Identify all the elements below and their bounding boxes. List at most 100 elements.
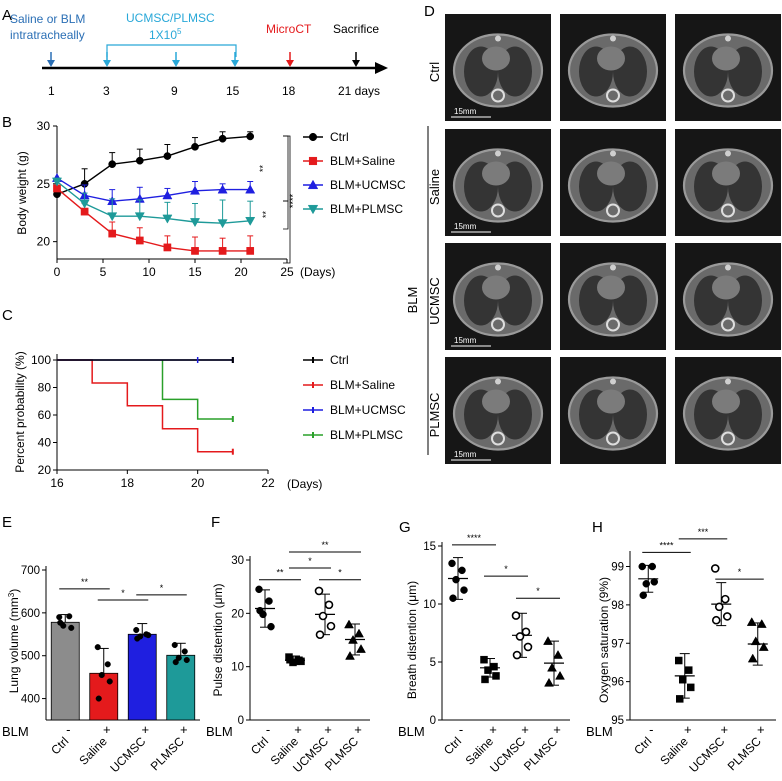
data-point-PLMSC [747, 653, 758, 663]
dose-base: 1X10 [149, 28, 177, 42]
data-point-PLMSC [175, 654, 182, 661]
sig-label: ** [276, 568, 284, 578]
data-point-Saline [685, 666, 693, 674]
legend-label: BLM+PLMSC [330, 202, 403, 216]
data-point-UCMSC [714, 602, 724, 612]
scale-bar-label: 15mm [454, 222, 477, 231]
y-tick-label: 96 [611, 677, 624, 689]
x-tick-label: 20 [234, 265, 248, 279]
data-point-Ctrl [638, 562, 646, 571]
event-blm-label2: intratracheally [10, 28, 85, 42]
legend-marker [308, 156, 318, 166]
panel-d-microct: Ctrl 15mm Saline 15mm UCMSC 15mm PLMSC 15mm BLM [405, 14, 781, 464]
ct-spine [721, 431, 735, 446]
panel-letter-a: A [2, 7, 12, 24]
y-tick-label: 15 [423, 541, 436, 553]
data-point-Ctrl [267, 622, 275, 631]
blm-sign: - [459, 722, 463, 737]
data-point-UCMSC [720, 594, 730, 604]
sig-bracket-3 [283, 135, 291, 264]
point-Ctrl [108, 160, 117, 169]
point-BLM+PLMSC [107, 212, 118, 222]
sig-label: * [121, 588, 125, 598]
ct-heart [712, 389, 740, 414]
point-BLM+PLMSC [51, 177, 63, 187]
y-tick-label: 5 [430, 657, 436, 669]
category-label-Ctrl: Ctrl [631, 734, 654, 757]
bar-Ctrl [50, 621, 80, 721]
scale-bar-label: 15mm [454, 336, 477, 345]
blm-sign: + [521, 722, 529, 737]
point-BLM+UCMSC [217, 184, 228, 194]
data-point-Saline [492, 672, 500, 680]
ct-sternum [495, 264, 501, 271]
dose-exponent: 5 [177, 27, 182, 36]
point-BLM+PLMSC [217, 219, 228, 229]
data-point-Saline [481, 675, 489, 684]
legend-label: BLM+UCMSC [330, 178, 406, 192]
blm-sign: + [354, 722, 362, 737]
point-BLM+Saline [108, 229, 117, 238]
y-tick-label: 700 [21, 565, 40, 577]
x-tick-label: 22 [261, 476, 275, 490]
data-point-UCMSC [133, 626, 140, 634]
data-point-UCMSC [326, 621, 336, 631]
row-label-Ctrl: Ctrl [427, 62, 442, 82]
panel-letter-f: F [211, 514, 220, 531]
data-point-UCMSC [722, 612, 732, 621]
point-Ctrl [191, 142, 199, 151]
legend-label: Ctrl [330, 353, 349, 367]
y-tick-label: 20 [231, 608, 244, 620]
tick-label-9: 9 [171, 84, 178, 98]
data-point-Ctrl [639, 591, 647, 600]
y-tick-label: 30 [37, 119, 51, 133]
data-point-Ctrl [458, 566, 466, 575]
sig-label: **** [659, 540, 674, 550]
ct-heart [482, 46, 510, 71]
tick-label-21: 21 days [338, 84, 380, 98]
legend-label: BLM+Saline [330, 378, 395, 392]
event-msc-dose: 1X105 [149, 27, 182, 42]
data-point-Saline [95, 695, 102, 702]
sig-label: ** [258, 164, 268, 172]
blm-sign: + [553, 722, 561, 737]
data-point-Saline [679, 675, 687, 684]
blm-sign: + [684, 722, 692, 737]
y-axis-label: Oxygen saturation (9%) [597, 577, 611, 703]
y-axis-label-sup: 3 [7, 592, 16, 597]
legend-marker [307, 204, 319, 215]
y-tick-label: 99 [611, 562, 624, 574]
point-BLM+Saline [163, 243, 172, 252]
survival-line-BLM+Saline [57, 359, 233, 453]
arrow-day-15-head [231, 60, 239, 67]
y-tick-label: 100 [31, 353, 51, 367]
data-point-PLMSC [171, 641, 178, 649]
data-point-UCMSC [515, 632, 525, 641]
row-label-Saline: Saline [427, 169, 442, 205]
x-tick-label: 0 [54, 265, 61, 279]
y-tick-label: 97 [611, 638, 624, 650]
point-BLM+Saline [80, 207, 89, 216]
x-tick-label: 16 [50, 476, 64, 490]
sig-label: * [338, 568, 342, 578]
blm-group-label: BLM [405, 287, 420, 314]
blm-row-label: BLM [586, 724, 613, 739]
ct-sternum [610, 378, 616, 385]
data-point-Ctrl [66, 613, 73, 620]
ct-heart [597, 46, 625, 71]
data-point-Saline [676, 695, 684, 703]
blm-sign: + [489, 722, 497, 737]
data-point-Saline [104, 661, 111, 668]
ct-sternum [725, 264, 731, 271]
data-point-Saline [480, 655, 488, 664]
ct-heart [482, 275, 510, 300]
y-tick-label: 0 [238, 715, 244, 727]
category-label-PLMSC: PLMSC [148, 734, 187, 773]
ct-heart [712, 46, 740, 71]
ct-spine [491, 317, 505, 332]
legend-label: BLM+PLMSC [330, 428, 403, 442]
data-point-Ctrl [56, 614, 63, 621]
ct-spine [606, 431, 620, 446]
